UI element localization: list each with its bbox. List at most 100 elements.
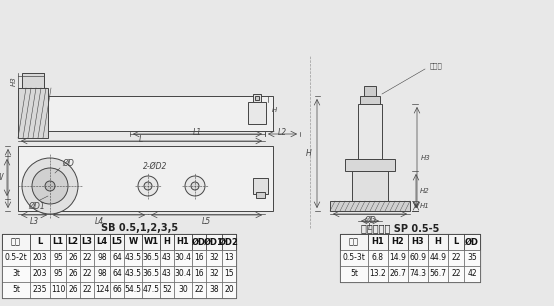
Bar xyxy=(50,250,66,266)
Bar xyxy=(124,250,142,266)
Bar xyxy=(94,250,110,266)
Text: L4: L4 xyxy=(96,237,107,247)
Text: H2: H2 xyxy=(420,188,430,194)
Text: ØD: ØD xyxy=(62,159,74,168)
Bar xyxy=(340,234,480,282)
Text: 95: 95 xyxy=(53,270,63,278)
Bar xyxy=(206,282,222,298)
Bar xyxy=(358,104,382,159)
Bar xyxy=(110,234,124,250)
Text: 26: 26 xyxy=(68,285,78,294)
Bar xyxy=(2,234,30,250)
Bar xyxy=(360,96,380,104)
Text: L5: L5 xyxy=(202,217,211,226)
Bar xyxy=(448,250,464,266)
Text: 容量: 容量 xyxy=(11,237,21,247)
Bar xyxy=(428,250,448,266)
Bar xyxy=(388,250,408,266)
Text: 16: 16 xyxy=(194,270,204,278)
Bar xyxy=(30,234,50,250)
Circle shape xyxy=(32,168,68,204)
Circle shape xyxy=(22,158,78,214)
Circle shape xyxy=(138,176,158,196)
Bar xyxy=(248,102,266,124)
Text: ØD1: ØD1 xyxy=(28,202,45,211)
Text: H3: H3 xyxy=(11,76,17,86)
Text: 95: 95 xyxy=(53,253,63,263)
Text: ØD: ØD xyxy=(192,237,206,247)
Text: H1: H1 xyxy=(372,237,384,247)
Bar xyxy=(368,234,388,250)
Bar xyxy=(448,266,464,282)
Text: 26.7: 26.7 xyxy=(389,270,407,278)
Text: 30.4: 30.4 xyxy=(175,270,192,278)
Text: 52: 52 xyxy=(162,285,172,294)
Bar xyxy=(428,234,448,250)
Text: ØD2: ØD2 xyxy=(219,237,239,247)
Bar xyxy=(345,159,395,171)
Text: 15: 15 xyxy=(224,270,234,278)
Text: 47.5: 47.5 xyxy=(142,285,160,294)
Text: H2: H2 xyxy=(392,237,404,247)
Text: L2: L2 xyxy=(278,128,286,137)
Bar xyxy=(18,146,273,211)
Bar xyxy=(206,250,222,266)
Text: L: L xyxy=(368,223,372,232)
Bar xyxy=(408,266,428,282)
Text: 110: 110 xyxy=(51,285,65,294)
Bar xyxy=(110,282,124,298)
Bar xyxy=(174,266,192,282)
Text: L1: L1 xyxy=(192,128,202,137)
Text: W1: W1 xyxy=(0,175,2,181)
Text: 22: 22 xyxy=(194,285,204,294)
Bar xyxy=(2,266,30,282)
Bar xyxy=(124,282,142,298)
Bar xyxy=(110,250,124,266)
Bar xyxy=(192,234,206,250)
Circle shape xyxy=(144,182,152,190)
Text: 容量: 容量 xyxy=(349,237,359,247)
Text: 22: 22 xyxy=(82,270,92,278)
Text: 3t: 3t xyxy=(12,270,20,278)
Bar xyxy=(256,192,265,198)
Bar xyxy=(66,282,80,298)
Text: 66: 66 xyxy=(112,285,122,294)
Bar xyxy=(160,266,174,282)
Text: 60.9: 60.9 xyxy=(409,253,427,263)
Bar xyxy=(192,282,206,298)
Text: 0.5-3t: 0.5-3t xyxy=(342,253,366,263)
Text: 64: 64 xyxy=(112,270,122,278)
Bar xyxy=(388,234,408,250)
Bar xyxy=(160,234,174,250)
Bar xyxy=(428,266,448,282)
Bar xyxy=(50,266,66,282)
Bar xyxy=(66,266,80,282)
Text: 235: 235 xyxy=(33,285,47,294)
Text: 13.2: 13.2 xyxy=(370,270,386,278)
Text: H3: H3 xyxy=(412,237,424,247)
Bar xyxy=(255,96,259,100)
Text: W: W xyxy=(129,237,137,247)
Bar xyxy=(464,250,480,266)
Text: 26: 26 xyxy=(68,253,78,263)
Bar xyxy=(80,250,94,266)
Bar xyxy=(66,250,80,266)
Text: H: H xyxy=(272,107,277,113)
Bar xyxy=(340,266,368,282)
Text: 43.5: 43.5 xyxy=(125,270,141,278)
Bar xyxy=(160,282,174,298)
Bar xyxy=(18,96,273,131)
Text: 64: 64 xyxy=(112,253,122,263)
Bar xyxy=(142,234,160,250)
Bar xyxy=(94,282,110,298)
Bar xyxy=(80,266,94,282)
Text: 74.3: 74.3 xyxy=(409,270,427,278)
Text: 14.9: 14.9 xyxy=(389,253,407,263)
Bar xyxy=(408,234,428,250)
Text: 5t: 5t xyxy=(12,285,20,294)
Bar xyxy=(94,234,110,250)
Bar xyxy=(222,234,236,250)
Bar xyxy=(253,94,261,102)
Text: 22: 22 xyxy=(452,253,461,263)
Text: 20: 20 xyxy=(224,285,234,294)
